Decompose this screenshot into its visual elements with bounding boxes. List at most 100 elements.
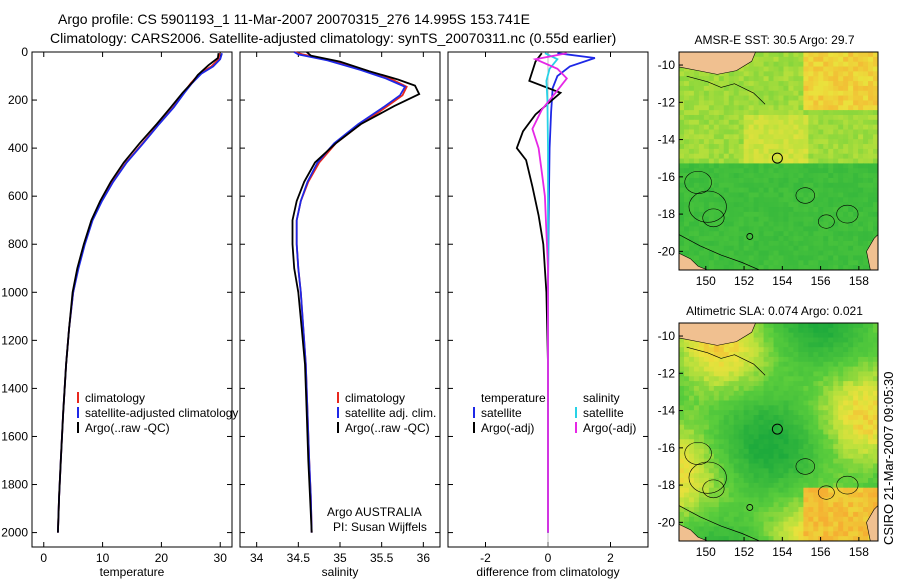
series-line bbox=[57, 53, 220, 533]
map-cell bbox=[778, 424, 785, 431]
map-cell bbox=[838, 153, 844, 160]
map-cell bbox=[743, 448, 750, 455]
map-cell bbox=[823, 337, 829, 343]
map-cell bbox=[838, 478, 844, 484]
map-cell bbox=[848, 473, 854, 479]
map-cell bbox=[683, 415, 690, 421]
map-cell bbox=[833, 337, 839, 343]
map-cell bbox=[753, 216, 760, 223]
map-cell bbox=[838, 531, 844, 537]
map-cell bbox=[743, 207, 750, 213]
map-cell bbox=[698, 395, 705, 402]
map-cell bbox=[853, 323, 859, 329]
map-cell bbox=[713, 226, 720, 232]
map-cell bbox=[728, 385, 735, 392]
map-cell bbox=[768, 187, 775, 194]
map-cell bbox=[798, 153, 804, 160]
map-cell bbox=[778, 511, 785, 518]
map-cell bbox=[873, 463, 878, 469]
map-cell bbox=[743, 429, 750, 436]
map-cell bbox=[763, 144, 770, 150]
map-cell bbox=[843, 400, 849, 406]
map-cell bbox=[863, 444, 869, 450]
map-cell bbox=[838, 105, 844, 111]
map-cell bbox=[743, 202, 750, 208]
map-cell bbox=[863, 478, 869, 484]
map-cell bbox=[813, 419, 819, 426]
map-cell bbox=[743, 231, 750, 237]
map-cell bbox=[863, 90, 869, 97]
map-cell bbox=[763, 332, 770, 339]
map-cell bbox=[679, 173, 685, 179]
map-cell bbox=[873, 361, 878, 368]
map-cell bbox=[768, 265, 775, 270]
map-cell bbox=[763, 405, 770, 411]
map-cell bbox=[773, 124, 780, 131]
map-cell bbox=[718, 415, 725, 421]
map-cell bbox=[823, 463, 829, 469]
map-cell bbox=[748, 463, 755, 469]
map-cell bbox=[788, 347, 795, 353]
map-cell bbox=[813, 207, 819, 213]
map-cell bbox=[733, 173, 740, 179]
map-cell bbox=[768, 114, 775, 121]
map-cell bbox=[708, 100, 715, 106]
map-cell bbox=[863, 482, 869, 489]
map-cell bbox=[743, 385, 750, 392]
map-cell bbox=[738, 85, 745, 92]
map-cell bbox=[803, 134, 809, 140]
map-cell bbox=[813, 85, 819, 92]
map-cell bbox=[703, 468, 710, 474]
x-axis-label: salinity bbox=[322, 565, 359, 579]
map-cell bbox=[858, 332, 864, 339]
map-cell bbox=[813, 352, 819, 358]
map-cell bbox=[823, 405, 829, 411]
map-cell bbox=[763, 381, 770, 387]
map-cell bbox=[713, 536, 720, 541]
map-cell bbox=[683, 385, 690, 392]
map-cell bbox=[808, 521, 814, 528]
map-cell bbox=[868, 163, 874, 169]
map-cell bbox=[833, 536, 839, 541]
map-cell bbox=[703, 376, 710, 382]
map-cell bbox=[688, 526, 695, 532]
map-cell bbox=[783, 323, 790, 329]
map-cell bbox=[828, 153, 834, 160]
map-cell bbox=[698, 226, 705, 232]
map-cell bbox=[778, 90, 785, 97]
map-cell bbox=[818, 182, 824, 189]
map-cell bbox=[753, 356, 760, 363]
map-cell bbox=[693, 153, 700, 160]
map-cell bbox=[853, 81, 859, 87]
map-cell bbox=[688, 134, 695, 140]
y-tick-label: 1800 bbox=[1, 478, 28, 492]
map-cell bbox=[863, 134, 869, 140]
map-cell bbox=[738, 371, 745, 377]
map-cell bbox=[848, 327, 854, 334]
map-cell bbox=[679, 502, 685, 508]
map-cell bbox=[858, 240, 864, 247]
map-cell bbox=[858, 61, 864, 68]
map-cell bbox=[798, 177, 804, 184]
map-cell bbox=[723, 255, 730, 261]
map-cell bbox=[863, 148, 869, 155]
map-cell bbox=[758, 400, 765, 406]
map-cell bbox=[763, 139, 770, 145]
map-cell bbox=[778, 182, 785, 189]
map-cell bbox=[773, 400, 780, 406]
map-cell bbox=[833, 521, 839, 528]
map-cell bbox=[838, 497, 844, 503]
map-cell bbox=[798, 61, 804, 68]
map-cell bbox=[723, 400, 730, 406]
map-cell bbox=[838, 148, 844, 155]
map-cell bbox=[793, 444, 799, 450]
map-cell bbox=[679, 487, 685, 494]
map-cell bbox=[853, 337, 859, 343]
map-cell bbox=[768, 415, 775, 421]
map-cell bbox=[753, 482, 760, 489]
map-cell bbox=[868, 356, 874, 363]
map-cell bbox=[843, 521, 849, 528]
map-cell bbox=[738, 114, 745, 121]
map-cell bbox=[743, 139, 750, 145]
map-cell bbox=[713, 265, 720, 270]
